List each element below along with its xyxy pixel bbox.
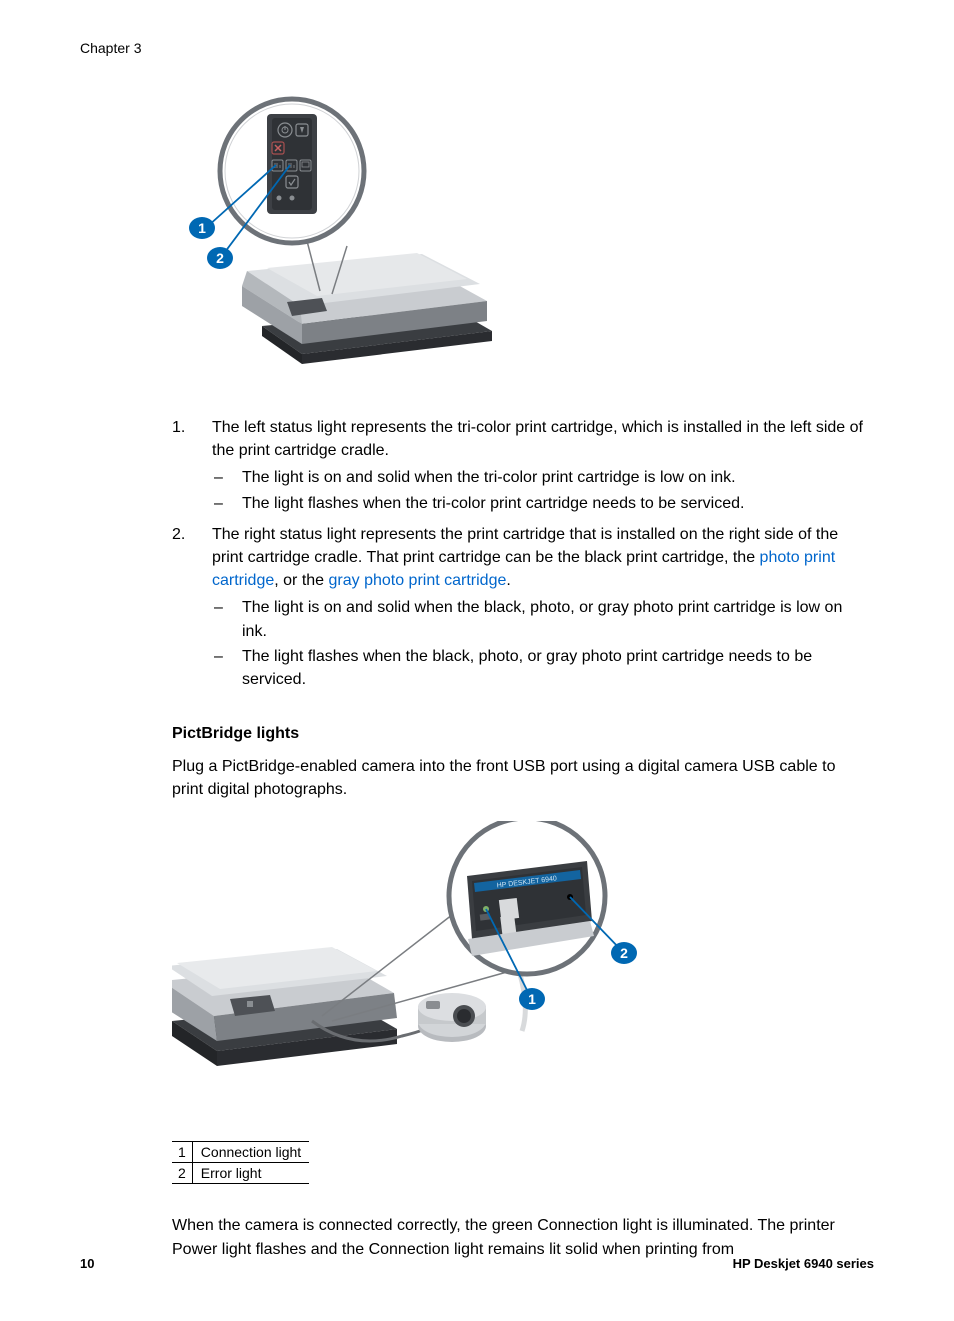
- figure-status-lights: 1 2: [172, 96, 874, 381]
- list-number-2: 2.: [172, 523, 212, 693]
- dash-marker: –: [212, 596, 242, 642]
- table-row: 2 Error light: [172, 1163, 309, 1184]
- list-item-1-text: The left status light represents the tri…: [212, 419, 863, 459]
- dash-marker: –: [212, 492, 242, 515]
- pictbridge-para: Plug a PictBridge-enabled camera into th…: [172, 755, 864, 801]
- svg-text:2: 2: [216, 250, 224, 266]
- page-footer: 10 HP Deskjet 6940 series: [80, 1256, 874, 1271]
- figure-pictbridge: HP DESKJET 6940 1 2: [172, 821, 874, 1106]
- list1-sub1: The light is on and solid when the tri-c…: [242, 466, 864, 489]
- footer-title: HP Deskjet 6940 series: [733, 1256, 874, 1271]
- closing-paragraph: When the camera is connected correctly, …: [172, 1214, 864, 1260]
- legend-table: 1 Connection light 2 Error light: [172, 1141, 309, 1184]
- legend-num-2: 2: [172, 1163, 192, 1184]
- list-item-2-text: The right status light represents the pr…: [212, 526, 838, 566]
- list1-sub2: The light flashes when the tri-color pri…: [242, 492, 864, 515]
- list-item-2-after: .: [506, 572, 510, 589]
- table-row: 1 Connection light: [172, 1142, 309, 1163]
- svg-text:1: 1: [198, 220, 206, 236]
- list-item-2-mid: , or the: [274, 572, 328, 589]
- legend-label-1: Connection light: [192, 1142, 309, 1163]
- legend-num-1: 1: [172, 1142, 192, 1163]
- chapter-header: Chapter 3: [80, 40, 874, 56]
- svg-text:2: 2: [620, 945, 628, 961]
- dash-marker: –: [212, 466, 242, 489]
- dash-marker: –: [212, 645, 242, 691]
- status-light-description: 1. The left status light represents the …: [172, 416, 864, 693]
- page-number: 10: [80, 1256, 94, 1271]
- list-number-1: 1.: [172, 416, 212, 517]
- svg-text:1: 1: [528, 991, 536, 1007]
- legend-label-2: Error light: [192, 1163, 309, 1184]
- gray-photo-cartridge-link[interactable]: gray photo print cartridge: [329, 572, 507, 589]
- list2-sub2: The light flashes when the black, photo,…: [242, 645, 864, 691]
- pictbridge-heading: PictBridge lights: [172, 725, 874, 743]
- legend-table-wrap: 1 Connection light 2 Error light: [172, 1141, 874, 1184]
- list2-sub1: The light is on and solid when the black…: [242, 596, 864, 642]
